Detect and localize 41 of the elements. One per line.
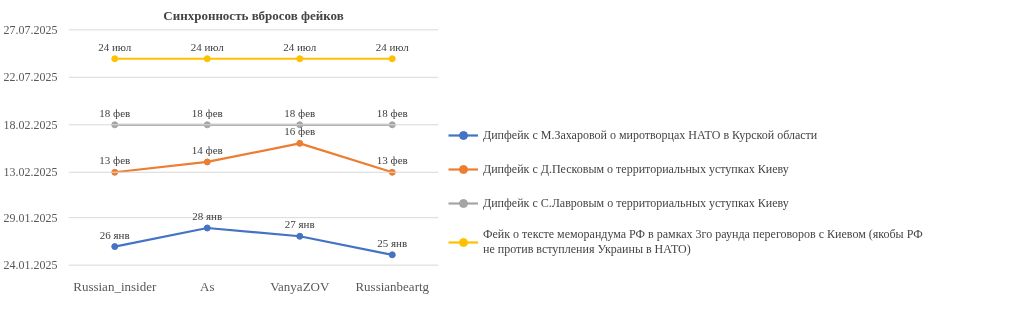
ref-line-label: 18.02.2025 [3, 117, 58, 132]
legend-label: Дипфейк с Д.Песковым о территориальных уступках Киеву [483, 161, 789, 177]
annotation: 24 июл [98, 40, 132, 53]
point [111, 55, 119, 63]
x-tick-label: Russianbeartg [355, 278, 430, 294]
point [388, 251, 396, 259]
annotation: 18 фев [376, 106, 408, 119]
legend-label: Фейк о тексте меморандума РФ в рамках 3го раунда переговоров с Киевом (якобы РФ не против вступления Украины в НАТО) [483, 227, 923, 257]
annotation: 24 июл [283, 40, 317, 53]
point [203, 224, 211, 232]
legend-label: Дипфейк с М.Захаровой о миротворцах НАТО в Курской области [483, 127, 818, 143]
annotation: 24 июл [375, 40, 410, 53]
annotation: 27 янв [284, 218, 315, 231]
chart-title: Синхронность вбросов фейков [163, 7, 344, 23]
annotation: 16 фев [284, 125, 316, 138]
annotation: 18 фев [191, 106, 223, 119]
ref-line-label: 27.07.2025 [3, 22, 58, 37]
point [203, 55, 211, 63]
point [203, 158, 211, 166]
annotation: 14 фев [191, 143, 223, 156]
point [388, 55, 396, 63]
annotation: 26 янв [99, 228, 130, 241]
annotation: 13 фев [376, 154, 408, 167]
x-tick-label: Russian_insider [73, 278, 157, 294]
ref-line-label: 24.01.2025 [3, 258, 58, 273]
annotation: 25 янв [377, 236, 408, 249]
legend-label: Дипфейк с С.Лавровым о территориальных уступках Киеву [483, 195, 789, 211]
ref-line-label: 29.01.2025 [3, 210, 58, 225]
ref-line-label: 13.02.2025 [3, 165, 58, 180]
ref-line-label: 22.07.2025 [3, 70, 58, 85]
point [111, 243, 119, 251]
annotation: 24 июл [190, 40, 225, 53]
point [296, 232, 304, 240]
annotation: 18 фев [99, 106, 131, 119]
point [296, 139, 304, 147]
annotation: 13 фев [99, 154, 131, 167]
x-tick-label: VanyaZOV [270, 278, 330, 294]
x-tick-label: As [200, 278, 215, 294]
point [296, 55, 304, 63]
annotation: 18 фев [284, 106, 316, 119]
annotation: 28 янв [192, 210, 223, 222]
